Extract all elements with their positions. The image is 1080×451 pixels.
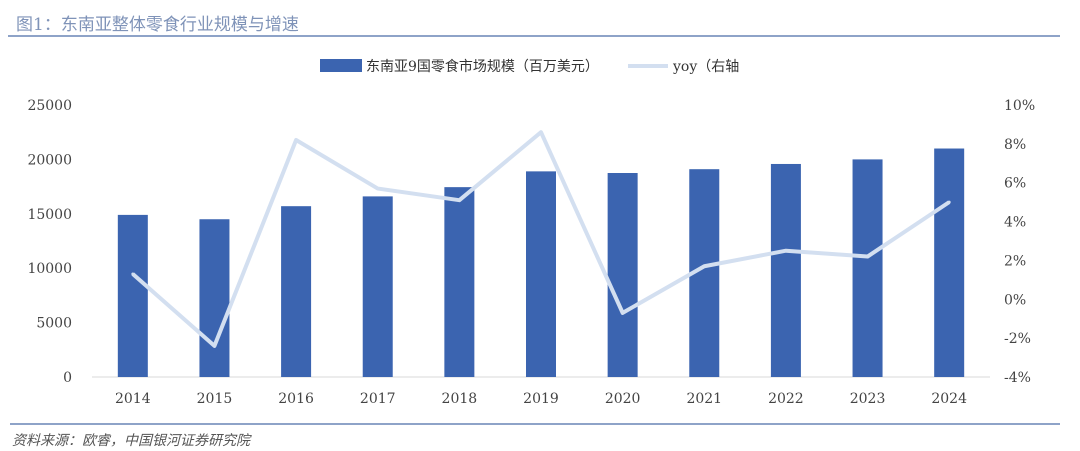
yoy-point-2014 bbox=[131, 272, 135, 276]
x-tick-label: 2016 bbox=[278, 391, 314, 407]
title-divider bbox=[8, 35, 1060, 37]
yoy-point-2015 bbox=[212, 344, 216, 348]
source-note: 资料来源：欧睿，中国银河证券研究院 bbox=[12, 433, 250, 449]
left-tick-label: 0 bbox=[63, 370, 72, 386]
bar-2016 bbox=[281, 206, 312, 377]
x-tick-label: 2020 bbox=[605, 391, 641, 407]
right-tick-label: 2% bbox=[1004, 253, 1026, 269]
bar-2015 bbox=[199, 219, 230, 377]
left-tick-label: 10000 bbox=[27, 261, 72, 277]
bar-2014 bbox=[117, 214, 148, 377]
right-tick-label: 10% bbox=[1004, 98, 1035, 114]
yoy-point-2018 bbox=[457, 198, 461, 202]
left-tick-label: 5000 bbox=[36, 316, 72, 332]
bar-2018 bbox=[444, 187, 475, 377]
yoy-point-2020 bbox=[621, 311, 625, 315]
legend-line-label: yoy（右轴 bbox=[672, 59, 739, 75]
left-tick-label: 15000 bbox=[27, 207, 72, 223]
yoy-point-2021 bbox=[702, 264, 706, 268]
source-divider bbox=[10, 423, 1060, 425]
x-tick-label: 2014 bbox=[115, 391, 151, 407]
x-tick-label: 2023 bbox=[850, 391, 886, 407]
yoy-point-2019 bbox=[539, 130, 543, 134]
right-tick-label: 0% bbox=[1004, 292, 1026, 308]
left-tick-label: 20000 bbox=[27, 152, 72, 168]
right-tick-label: 4% bbox=[1004, 215, 1026, 231]
right-tick-label: 8% bbox=[1004, 137, 1026, 153]
left-tick-label: 25000 bbox=[27, 98, 72, 114]
yoy-point-2016 bbox=[294, 138, 298, 142]
x-tick-label: 2019 bbox=[523, 391, 559, 407]
legend-bar-label: 东南亚9国零食市场规模（百万美元） bbox=[366, 58, 599, 75]
right-tick-label: -4% bbox=[1004, 370, 1031, 386]
x-tick-label: 2018 bbox=[442, 391, 478, 407]
bar-2022 bbox=[770, 163, 801, 377]
legend-bar-swatch bbox=[320, 59, 362, 72]
x-tick-label: 2024 bbox=[931, 391, 967, 407]
bar-2024 bbox=[934, 148, 965, 377]
bar-2019 bbox=[526, 171, 556, 377]
yoy-point-2022 bbox=[784, 249, 788, 253]
x-tick-label: 2022 bbox=[768, 391, 804, 407]
x-tick-label: 2015 bbox=[197, 391, 233, 407]
bar-2023 bbox=[852, 159, 883, 377]
yoy-point-2017 bbox=[376, 187, 380, 191]
x-tick-label: 2021 bbox=[686, 391, 722, 407]
yoy-point-2024 bbox=[947, 200, 951, 204]
yoy-point-2023 bbox=[866, 255, 870, 259]
x-tick-label: 2017 bbox=[360, 391, 396, 407]
figure-title: 图1：东南亚整体零食行业规模与增速 bbox=[16, 15, 299, 35]
right-tick-label: 6% bbox=[1004, 176, 1026, 192]
bar-2020 bbox=[607, 173, 638, 377]
bar-2017 bbox=[362, 196, 393, 377]
right-tick-label: -2% bbox=[1004, 331, 1031, 347]
